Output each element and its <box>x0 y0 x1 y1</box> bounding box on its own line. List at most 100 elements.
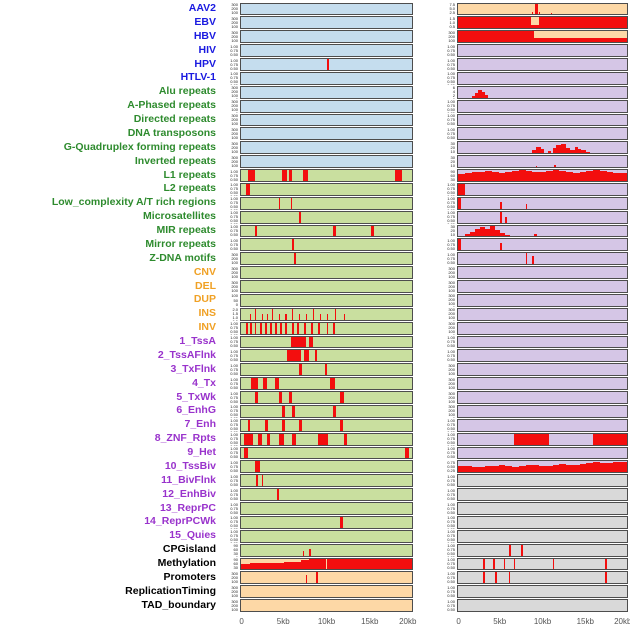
y-tick-label: 0.75 <box>447 339 455 344</box>
signal-bar <box>302 550 305 556</box>
y-tick-label: 1.00 <box>447 238 455 243</box>
row-label: 10_TssBiv <box>164 459 216 472</box>
left-track-yaxis: 1.000.750.500.250.00 <box>222 44 240 57</box>
y-tick-label: 30 <box>450 155 455 160</box>
signal-bar <box>498 172 506 181</box>
signal-bar <box>532 255 535 265</box>
row-label: 7_Enh <box>184 418 216 431</box>
x-tick-label: 20kb <box>399 616 417 626</box>
signal-bar <box>458 239 461 251</box>
row-label: CNV <box>193 265 216 278</box>
x-tick-label: 5kb <box>493 616 507 626</box>
y-tick-label: 100 <box>448 329 455 335</box>
y-tick-label: 0.50 <box>447 343 455 348</box>
signal-bar <box>547 150 551 154</box>
track-row: 9_Het 1.000.750.500.250.00 1.000.750.500.2… <box>0 446 630 460</box>
signal-bar <box>481 91 486 98</box>
signal-bar <box>333 225 336 237</box>
track-row: DUP1005003002001000 <box>0 293 630 307</box>
track-row: Low_complexity A/T rich regions 1.00 0.75 0… <box>0 196 630 210</box>
track-row: Promoters 3002001000 1.000.750.500.250.00 <box>0 571 630 585</box>
y-tick-label: 0.50 <box>230 454 238 459</box>
y-tick-label: 100 <box>448 37 455 43</box>
signal-bar <box>288 392 293 403</box>
y-tick-label: 0.75 <box>447 200 455 206</box>
row-label: INV <box>198 321 216 334</box>
signal-bar <box>386 558 395 570</box>
signal-bar <box>311 322 313 334</box>
left-track-yaxis: 3002001000 <box>222 155 240 168</box>
signal-bar <box>270 322 273 334</box>
y-tick-label: 0.50 <box>230 343 238 348</box>
panel-gap <box>413 30 439 44</box>
y-tick-label: 30 <box>450 141 455 146</box>
track-row: HBV 3002001000 3002001000 <box>0 30 630 44</box>
x-axis-row: 0 5kb 10kb 15kb 20kb 0 5kb 10kb 15kb 20kb <box>0 613 630 630</box>
right-track-plot <box>457 252 628 266</box>
axis-spacer <box>413 613 439 630</box>
signal-bar <box>319 314 321 320</box>
y-tick-label: 1.00 <box>447 474 455 479</box>
y-tick-label: 0.75 <box>230 339 238 344</box>
y-tick-label: 1.00 <box>447 113 455 118</box>
y-tick-label: 20 <box>450 144 455 150</box>
signal-bar <box>394 170 402 181</box>
signal-bar <box>464 234 470 237</box>
left-track-plot <box>240 474 413 488</box>
signal-bar <box>275 378 279 390</box>
y-tick-label: 0.75 <box>230 380 238 386</box>
signal-bar <box>593 433 627 445</box>
y-tick-label: 0.75 <box>447 602 455 608</box>
left-track-plot <box>240 196 413 210</box>
track-row: HIV 1.000.750.500.250.00 1.000.750.500.250… <box>0 44 630 58</box>
row-label: 11_BivFlnk <box>161 473 216 486</box>
left-track-yaxis: 1.000.750.500.250.00 <box>222 502 240 515</box>
signal-bar <box>540 149 545 154</box>
y-tick-label: 200 <box>231 103 238 109</box>
y-tick-label: 100 <box>448 315 455 321</box>
left-track-plot <box>240 307 413 321</box>
signal-bar <box>249 314 251 320</box>
right-track-yaxis: 1.000.750.500.250.00 <box>439 58 457 71</box>
right-track-yaxis: 3002001000 <box>439 363 457 376</box>
left-track-plot <box>240 363 413 377</box>
y-tick-label: 0.75 <box>447 574 455 580</box>
signal-bar <box>290 197 293 209</box>
signal-bar <box>593 170 600 181</box>
y-tick-label: 90 <box>233 543 238 549</box>
row-label: Low_complexity A/T rich regions <box>51 196 216 209</box>
track-row: 5_TxWk 1.000.750.500.250.00 3002001000 <box>0 391 630 405</box>
signal-bar <box>251 378 259 390</box>
signal-bar <box>503 558 506 570</box>
right-track-yaxis: 3020100 <box>439 225 457 238</box>
signal-bar <box>254 322 257 334</box>
row-label: 15_Quies <box>169 529 216 542</box>
signal-bar <box>550 13 553 15</box>
y-tick-label: 0.75 <box>447 352 455 358</box>
y-tick-label: 1.00 <box>230 169 238 174</box>
signal-bar <box>535 3 538 15</box>
left-track-plot <box>240 293 413 307</box>
y-tick-label: 0.75 <box>230 505 238 511</box>
row-label: Alu repeats <box>158 85 216 98</box>
track-row: Inverted repeats30020010003020100 <box>0 155 630 169</box>
y-tick-label: 300 <box>231 99 238 105</box>
signal-bar <box>283 562 293 570</box>
signal-bar <box>586 151 590 154</box>
row-label: HTLV-1 <box>180 71 216 84</box>
y-tick-label: 100 <box>231 134 238 140</box>
y-tick-label: 0.75 <box>230 47 238 53</box>
panel-gap <box>413 363 439 377</box>
y-tick-label: 0.75 <box>447 533 455 539</box>
panel-gap <box>413 210 439 224</box>
row-label: EBV <box>194 15 216 28</box>
signal-bar <box>305 314 308 320</box>
panel-gap <box>413 2 439 16</box>
signal-bar <box>464 465 472 473</box>
y-tick-label: 300 <box>231 266 238 271</box>
signal-bar <box>352 558 361 570</box>
y-tick-label: 0.75 <box>230 241 238 247</box>
y-tick-label: 1.00 <box>447 515 455 521</box>
row-label: AAV2 <box>188 2 216 14</box>
right-track-plot <box>457 280 628 293</box>
